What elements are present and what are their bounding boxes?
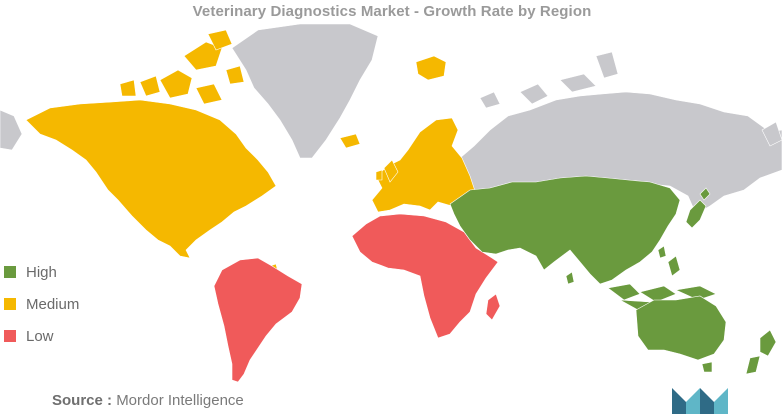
region-madagascar: [485, 293, 501, 321]
region-africa: [351, 213, 499, 339]
source-label: Source :: [52, 392, 113, 409]
legend-label-low: Low: [26, 327, 54, 345]
legend-swatch-high: [4, 266, 16, 278]
source-text: Source : Mordor Intelligence: [52, 392, 244, 409]
legend-item-high: High: [4, 262, 79, 282]
region-north-america: [25, 99, 277, 259]
region-japan: [685, 199, 707, 229]
page-title: Veterinary Diagnostics Market - Growth R…: [192, 3, 592, 20]
region-new-zealand: [759, 329, 777, 357]
legend-label-high: High: [26, 263, 57, 281]
region-svalbard: [415, 55, 447, 81]
region-south-america: [213, 257, 303, 383]
legend-swatch-low: [4, 330, 16, 342]
legend-swatch-medium: [4, 298, 16, 310]
legend: High Medium Low: [4, 262, 79, 358]
region-europe: [371, 117, 477, 213]
region-australia: [635, 295, 727, 361]
region-asia: [449, 175, 681, 285]
legend-label-medium: Medium: [26, 295, 80, 313]
mordor-intelligence-logo-icon: [672, 388, 728, 414]
legend-item-medium: Medium: [4, 294, 79, 314]
source-name: Mordor Intelligence: [116, 392, 244, 409]
region-greenland: [231, 23, 379, 159]
legend-item-low: Low: [4, 326, 79, 346]
